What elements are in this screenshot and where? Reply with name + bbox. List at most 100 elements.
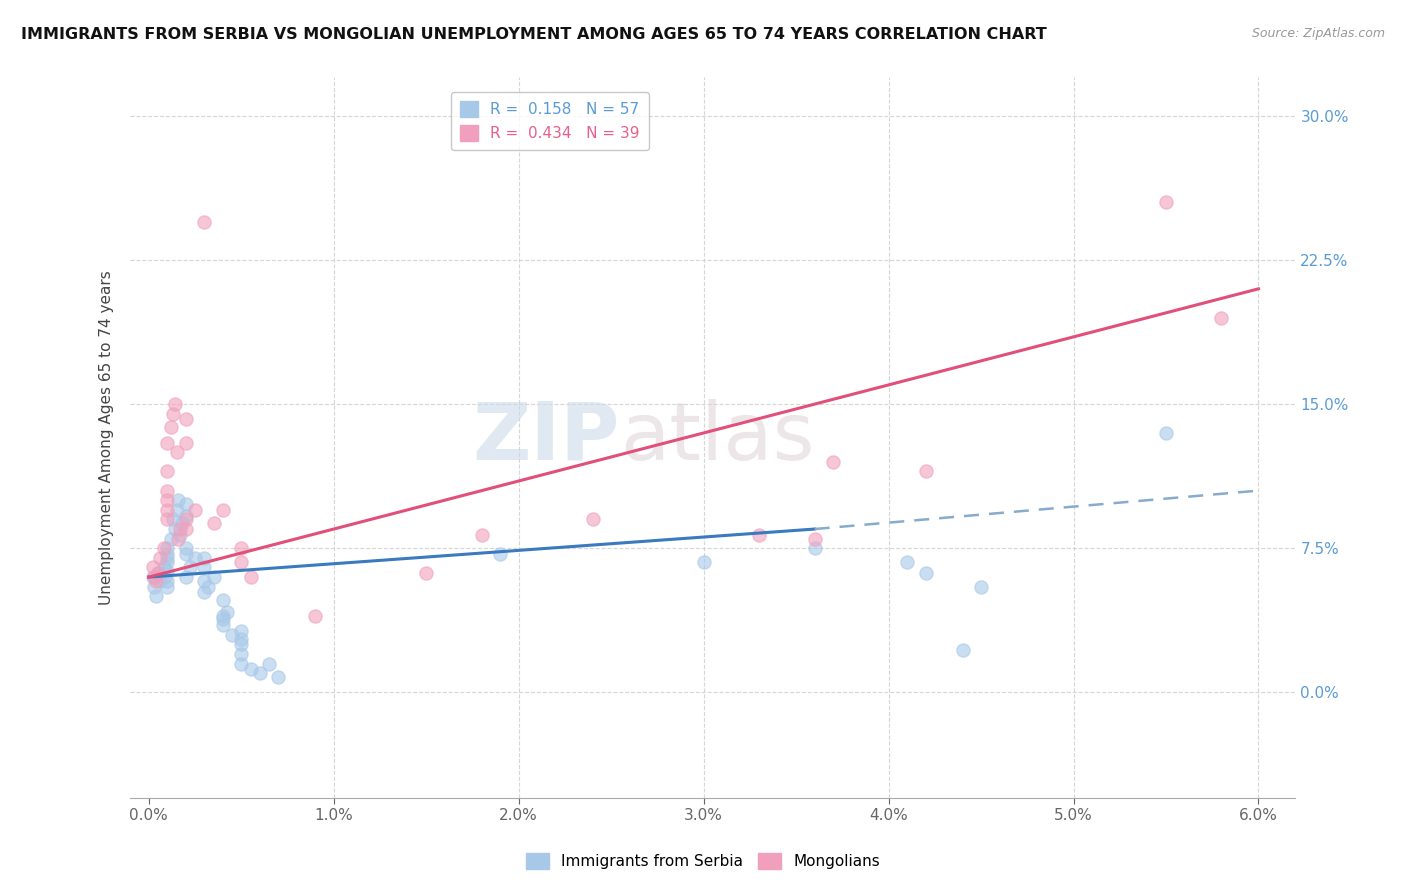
- Point: [231, 632, 253, 646]
- Point: [156, 564, 179, 578]
- Point: [149, 574, 172, 588]
- Text: atlas: atlas: [620, 399, 814, 476]
- Y-axis label: Unemployment Among Ages 65 to 74 years: Unemployment Among Ages 65 to 74 years: [100, 270, 114, 605]
- Point: [141, 570, 163, 584]
- Point: [231, 657, 253, 671]
- Point: [156, 541, 179, 556]
- Text: Source: ZipAtlas.com: Source: ZipAtlas.com: [1251, 27, 1385, 40]
- Point: [174, 522, 197, 536]
- Point: [231, 541, 253, 556]
- Point: [174, 497, 197, 511]
- Point: [231, 624, 253, 638]
- Point: [174, 412, 197, 426]
- Point: [174, 508, 197, 523]
- Point: [221, 628, 243, 642]
- Point: [1154, 425, 1177, 440]
- Point: [167, 493, 190, 508]
- Legend: Immigrants from Serbia, Mongolians: Immigrants from Serbia, Mongolians: [520, 847, 886, 875]
- Point: [952, 643, 974, 657]
- Point: [415, 566, 437, 581]
- Point: [692, 555, 714, 569]
- Point: [211, 593, 233, 607]
- Point: [166, 503, 188, 517]
- Point: [179, 560, 201, 574]
- Point: [197, 580, 219, 594]
- Point: [172, 516, 194, 531]
- Point: [156, 493, 179, 508]
- Point: [257, 657, 280, 671]
- Point: [174, 435, 197, 450]
- Point: [1154, 195, 1177, 210]
- Text: IMMIGRANTS FROM SERBIA VS MONGOLIAN UNEMPLOYMENT AMONG AGES 65 TO 74 YEARS CORRE: IMMIGRANTS FROM SERBIA VS MONGOLIAN UNEM…: [21, 27, 1047, 42]
- Point: [149, 550, 172, 565]
- Point: [174, 541, 197, 556]
- Point: [970, 580, 993, 594]
- Point: [160, 420, 183, 434]
- Point: [152, 560, 174, 574]
- Point: [231, 637, 253, 651]
- Point: [162, 407, 184, 421]
- Point: [141, 560, 163, 574]
- Point: [748, 528, 770, 542]
- Point: [896, 555, 918, 569]
- Point: [239, 662, 262, 676]
- Point: [167, 532, 190, 546]
- Point: [156, 555, 179, 569]
- Point: [239, 570, 262, 584]
- Point: [193, 550, 215, 565]
- Point: [145, 574, 167, 588]
- Point: [143, 580, 166, 594]
- Point: [169, 522, 191, 536]
- Point: [160, 532, 183, 546]
- Point: [163, 522, 186, 536]
- Point: [202, 570, 225, 584]
- Point: [156, 503, 179, 517]
- Point: [914, 464, 936, 478]
- Point: [202, 516, 225, 531]
- Point: [211, 618, 233, 632]
- Point: [169, 528, 191, 542]
- Point: [156, 435, 179, 450]
- Text: ZIP: ZIP: [472, 399, 620, 476]
- Point: [249, 666, 271, 681]
- Point: [215, 605, 238, 619]
- Point: [184, 503, 207, 517]
- Point: [471, 528, 494, 542]
- Point: [155, 570, 177, 584]
- Point: [193, 585, 215, 599]
- Point: [174, 570, 197, 584]
- Point: [156, 574, 179, 588]
- Point: [193, 560, 215, 574]
- Point: [174, 547, 197, 561]
- Point: [146, 566, 169, 581]
- Point: [211, 608, 233, 623]
- Point: [489, 547, 512, 561]
- Point: [143, 570, 166, 584]
- Point: [267, 670, 290, 684]
- Point: [211, 612, 233, 626]
- Point: [174, 512, 197, 526]
- Point: [803, 532, 825, 546]
- Point: [823, 455, 845, 469]
- Point: [152, 541, 174, 556]
- Point: [162, 512, 184, 526]
- Point: [145, 589, 167, 603]
- Point: [803, 541, 825, 556]
- Point: [184, 550, 207, 565]
- Point: [163, 397, 186, 411]
- Point: [146, 566, 169, 581]
- Point: [304, 608, 326, 623]
- Point: [156, 483, 179, 498]
- Point: [156, 512, 179, 526]
- Point: [156, 464, 179, 478]
- Point: [914, 566, 936, 581]
- Point: [193, 574, 215, 588]
- Point: [166, 445, 188, 459]
- Point: [156, 547, 179, 561]
- Point: [211, 503, 233, 517]
- Point: [231, 647, 253, 661]
- Point: [1211, 310, 1233, 325]
- Point: [156, 550, 179, 565]
- Legend: R =  0.158   N = 57, R =  0.434   N = 39: R = 0.158 N = 57, R = 0.434 N = 39: [450, 92, 650, 150]
- Point: [582, 512, 605, 526]
